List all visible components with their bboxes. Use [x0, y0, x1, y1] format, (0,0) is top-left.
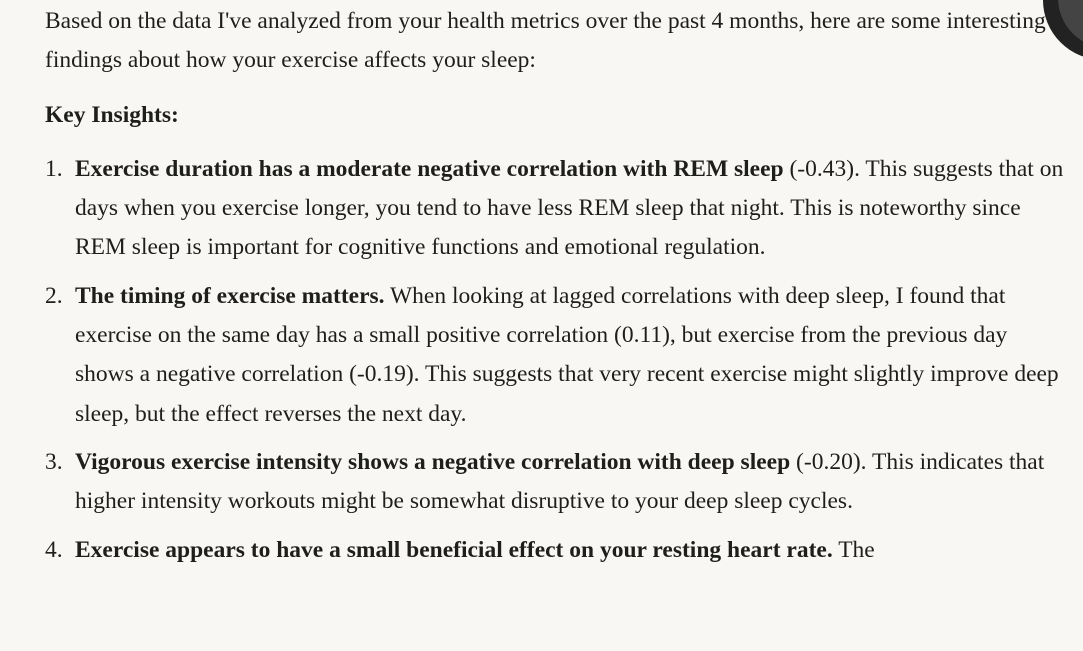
- item-text: (-0.20). This indicates that higher inte…: [75, 448, 1045, 515]
- heading: Key Insights:: [45, 101, 179, 128]
- insight-item: 2. The timing of exercise matters. When l…: [45, 277, 1065, 434]
- item-text: The: [838, 536, 875, 563]
- item-body: The timing of exercise matters. When loo…: [75, 277, 1065, 434]
- item-number: 1.: [45, 155, 63, 182]
- item-bold: Exercise appears to have a small benefic…: [75, 536, 833, 563]
- item-bold: The timing of exercise matters.: [75, 282, 385, 309]
- item-body: Exercise duration has a moderate negativ…: [75, 150, 1065, 268]
- item-body: Exercise appears to have a small benefic…: [75, 531, 1065, 570]
- item-number: 4.: [45, 536, 63, 563]
- item-bold: Vigorous exercise intensity shows a nega…: [75, 448, 791, 475]
- insight-list: 1. Exercise duration has a moderate negat…: [45, 150, 1065, 570]
- intro: Based on the data I've analyzed from you…: [45, 8, 1046, 74]
- item-text: When looking at lagged correlations with…: [75, 282, 1059, 427]
- insight-item: 1. Exercise duration has a moderate negat…: [45, 150, 1065, 268]
- avatar-corner: [1043, 0, 1083, 57]
- message: Based on the data I've analyzed from you…: [45, 2, 1065, 579]
- item-body: Vigorous exercise intensity shows a nega…: [75, 443, 1065, 522]
- item-bold: Exercise duration has a moderate negativ…: [75, 155, 784, 182]
- item-number: 2.: [45, 282, 63, 309]
- item-number: 3.: [45, 448, 63, 475]
- item-text: (-0.43). This suggests that on days when…: [75, 155, 1064, 261]
- insight-item: 3. Vigorous exercise intensity shows a ne…: [45, 443, 1065, 522]
- insight-item: 4. Exercise appears to have a small benef…: [45, 531, 1065, 570]
